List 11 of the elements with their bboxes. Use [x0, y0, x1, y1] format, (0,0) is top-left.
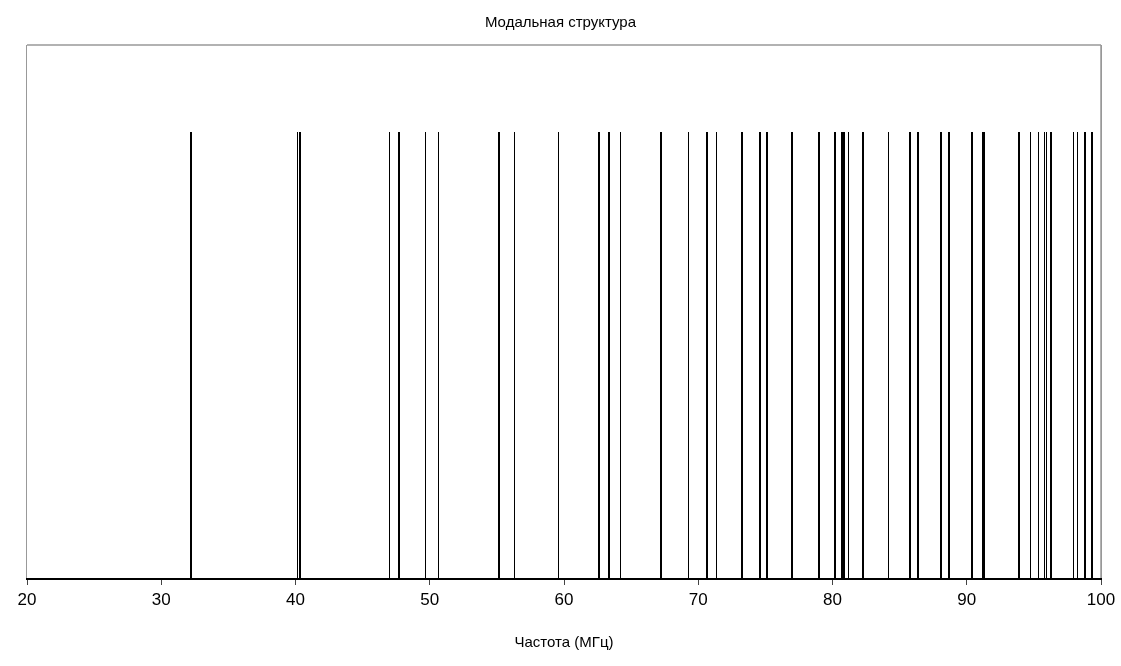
x-tick-label: 20 — [17, 589, 37, 609]
x-axis-title: Частота (МГц) — [514, 632, 614, 650]
x-tick-label: 30 — [151, 589, 171, 609]
x-tick-label: 90 — [957, 589, 977, 609]
x-tick-label: 70 — [688, 589, 708, 609]
chart-title: Модальная структура — [484, 13, 637, 31]
x-tick-label: 40 — [286, 589, 305, 609]
x-tick-label: 60 — [554, 589, 574, 609]
x-tick-label: 100 — [1086, 589, 1116, 609]
x-tick-label: 50 — [420, 589, 440, 609]
x-tick-label: 80 — [823, 589, 842, 609]
